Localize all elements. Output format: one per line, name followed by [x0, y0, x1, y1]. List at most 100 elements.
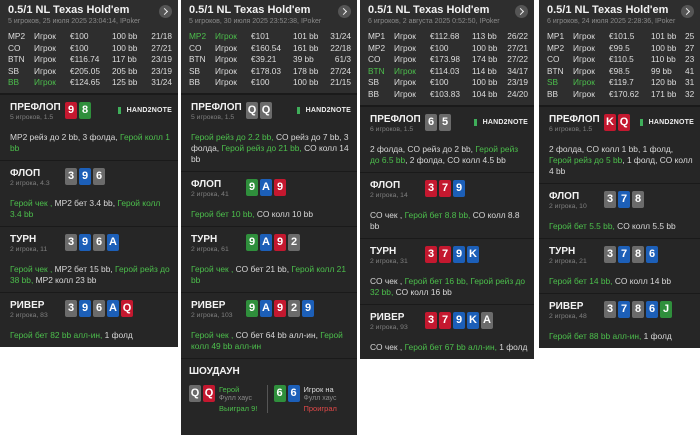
action: Герой рейз до 2.2 bb,	[191, 131, 276, 142]
card: 9	[79, 167, 91, 185]
card: 6	[273, 384, 286, 402]
logo: HAND2NOTE	[639, 118, 694, 126]
position: BB	[368, 88, 380, 99]
card: 6	[646, 300, 658, 318]
card: Q	[121, 299, 133, 317]
open-button[interactable]	[515, 5, 528, 18]
card: Q	[618, 113, 630, 131]
street-info: 2 игрока, 14	[370, 191, 408, 199]
player-row: MP1 Игрок €101.5 101 bb 25/21	[547, 31, 694, 43]
hand-panel: 0.5/1 NL Texas Hold'em 6 игроков, 2 авгус…	[360, 0, 534, 359]
street: ПРЕФЛОП 6 игроков, 1.5 K Q HAND2NOTE 2 фолда,…	[539, 105, 700, 183]
player-row: MP2 Игрок €100 100 bb 27/21	[368, 43, 528, 55]
player-name: Игрок	[34, 54, 56, 65]
stack: €101.5	[609, 31, 635, 41]
open-button[interactable]	[681, 5, 694, 18]
actions: Герой бет 14 bb, CO колл 14 bb	[549, 276, 694, 287]
players-table: MP2 Игрок €101 101 bb 31/24 CO Игрок €160.54 161…	[189, 31, 351, 89]
street: ТУРН 2 игрока, 31 3 7 9 K CO чек , Герой бет 1…	[360, 237, 534, 304]
player-row: BB Игрок €170.62 171 bb 32/25	[547, 89, 694, 101]
stack: €114.03	[430, 65, 460, 76]
street-name: ТУРН	[10, 233, 37, 245]
card: 6	[425, 113, 437, 131]
street-label: ФЛОП 2 игрока, 14	[370, 180, 425, 199]
stats: 24/20	[507, 88, 528, 99]
hand-panel: 0.5/1 NL Texas Hold'em 5 игроков, 30 июля…	[181, 0, 357, 435]
position: BTN	[547, 65, 564, 76]
hand-panel: 0.5/1 NL Texas Hold'em 6 игроков, 24 июля…	[539, 0, 700, 348]
position: BTN	[8, 54, 25, 65]
street-name: ФЛОП	[191, 178, 222, 190]
player-name: Игрок	[394, 88, 416, 99]
street-label: ФЛОП 2 игрока, 41	[191, 179, 246, 198]
player-row: MP1 Игрок €112.68 113 bb 26/22	[368, 31, 528, 43]
stack: €100	[70, 31, 89, 41]
card: 2	[288, 299, 300, 317]
street-header: ПРЕФЛОП 6 игроков, 1.5 6 5 HAND2NOTE	[370, 113, 528, 142]
logo: HAND2NOTE	[473, 118, 528, 126]
street-info: 2 игрока, 61	[191, 245, 229, 253]
card: 3	[425, 179, 437, 197]
card: 9	[79, 233, 91, 251]
position: CO	[368, 54, 381, 65]
street-header: ТУРН 2 игрока, 31 3 7 9 K	[370, 245, 528, 274]
street-info: 2 игрока, 11	[10, 245, 48, 253]
stack: €100	[430, 77, 449, 88]
card: 9	[453, 245, 465, 263]
actions: Герой чек , MP2 бет 15 bb, Герой рейз до…	[10, 264, 172, 286]
street-header: ТУРН 2 игрока, 11 3 9 6 A	[10, 233, 172, 262]
card: 8	[79, 101, 91, 119]
actions: CO чек , Герой бет 67 bb алл-ин, 1 фолд	[370, 342, 528, 353]
street-info: 5 игроков, 1.5	[10, 113, 54, 121]
showdown-hand: Q Q Герой Фулл хаус Выиграл 9!	[189, 384, 267, 414]
actions: Герой чек , CO бет 64 bb алл-ин, Герой к…	[191, 330, 351, 352]
hand-panel: 0.5/1 NL Texas Hold'em 5 игроков, 25 июля…	[0, 0, 178, 347]
action: MP2 бет 15 bb,	[54, 263, 116, 274]
stats: 23/13	[685, 54, 694, 65]
action: Герой бет 8.8 bb,	[404, 209, 473, 220]
player-row: SB Игрок €119.7 120 bb 31/24	[547, 77, 694, 89]
player-row: BB Игрок €100 100 bb 21/15	[189, 77, 351, 89]
hand-title: 0.5/1 NL Texas Hold'em	[8, 4, 130, 16]
player-name: Игрок	[573, 65, 595, 76]
street: ПРЕФЛОП 6 игроков, 1.5 6 5 HAND2NOTE 2 фолда,…	[360, 105, 534, 172]
action: Герой чек ,	[191, 263, 236, 274]
player-row: SB Игрок €100 100 bb 23/19	[368, 77, 528, 89]
stack: €112.68	[430, 31, 460, 41]
stack: €173.98	[430, 54, 460, 65]
street-header: РИВЕР 2 игрока, 83 3 9 6 A Q	[10, 299, 172, 328]
player-row: CO Игрок €160.54 161 bb 22/18	[189, 43, 351, 55]
street-header: ТУРН 2 игрока, 21 3 7 8 6	[549, 245, 694, 274]
hand-subtitle: 5 игроков, 30 июля 2025 23:52:38, IPoker	[189, 18, 322, 25]
stack-bb: 100 bb	[112, 42, 138, 53]
player-row: MP2 Игрок €99.5 100 bb 27/21	[547, 43, 694, 55]
hand-info: Герой Фулл хаус Выиграл 9!	[219, 385, 257, 414]
street-info: 2 игрока, 93	[370, 323, 408, 331]
action: Герой чек ,	[10, 263, 55, 274]
hand-title: 0.5/1 NL Texas Hold'em	[368, 4, 490, 16]
card: Q	[246, 101, 258, 119]
player-row: BTN Игрок €116.74 117 bb 23/19	[8, 54, 172, 66]
stack: €100	[251, 77, 270, 88]
player-row: CO Игрок €173.98 174 bb 27/22	[368, 54, 528, 66]
card: 7	[439, 311, 451, 329]
hand-player: Игрок на	[303, 384, 334, 394]
card: 3	[425, 245, 437, 263]
action: Герой чек ,	[191, 329, 236, 340]
card: 3	[425, 311, 437, 329]
showdown-title: ШОУДАУН	[189, 365, 240, 377]
actions: Герой чек , CO бет 21 bb, Герой колл 21 …	[191, 264, 351, 286]
street-name: ФЛОП	[370, 179, 401, 191]
card: Q	[260, 101, 272, 119]
street-header: РИВЕР 2 игрока, 103 9 A 9 2 9	[191, 299, 351, 328]
card: 9	[302, 299, 314, 317]
card: 3	[65, 167, 77, 185]
actions: MP2 рейз до 2 bb, 3 фолда, Герой колл 1 …	[10, 132, 172, 154]
player-name: Игрок	[215, 77, 237, 88]
open-button[interactable]	[338, 5, 351, 18]
open-button[interactable]	[159, 5, 172, 18]
card: 7	[618, 190, 630, 208]
actions: Герой бет 10 bb, CO колл 10 bb	[191, 209, 351, 220]
